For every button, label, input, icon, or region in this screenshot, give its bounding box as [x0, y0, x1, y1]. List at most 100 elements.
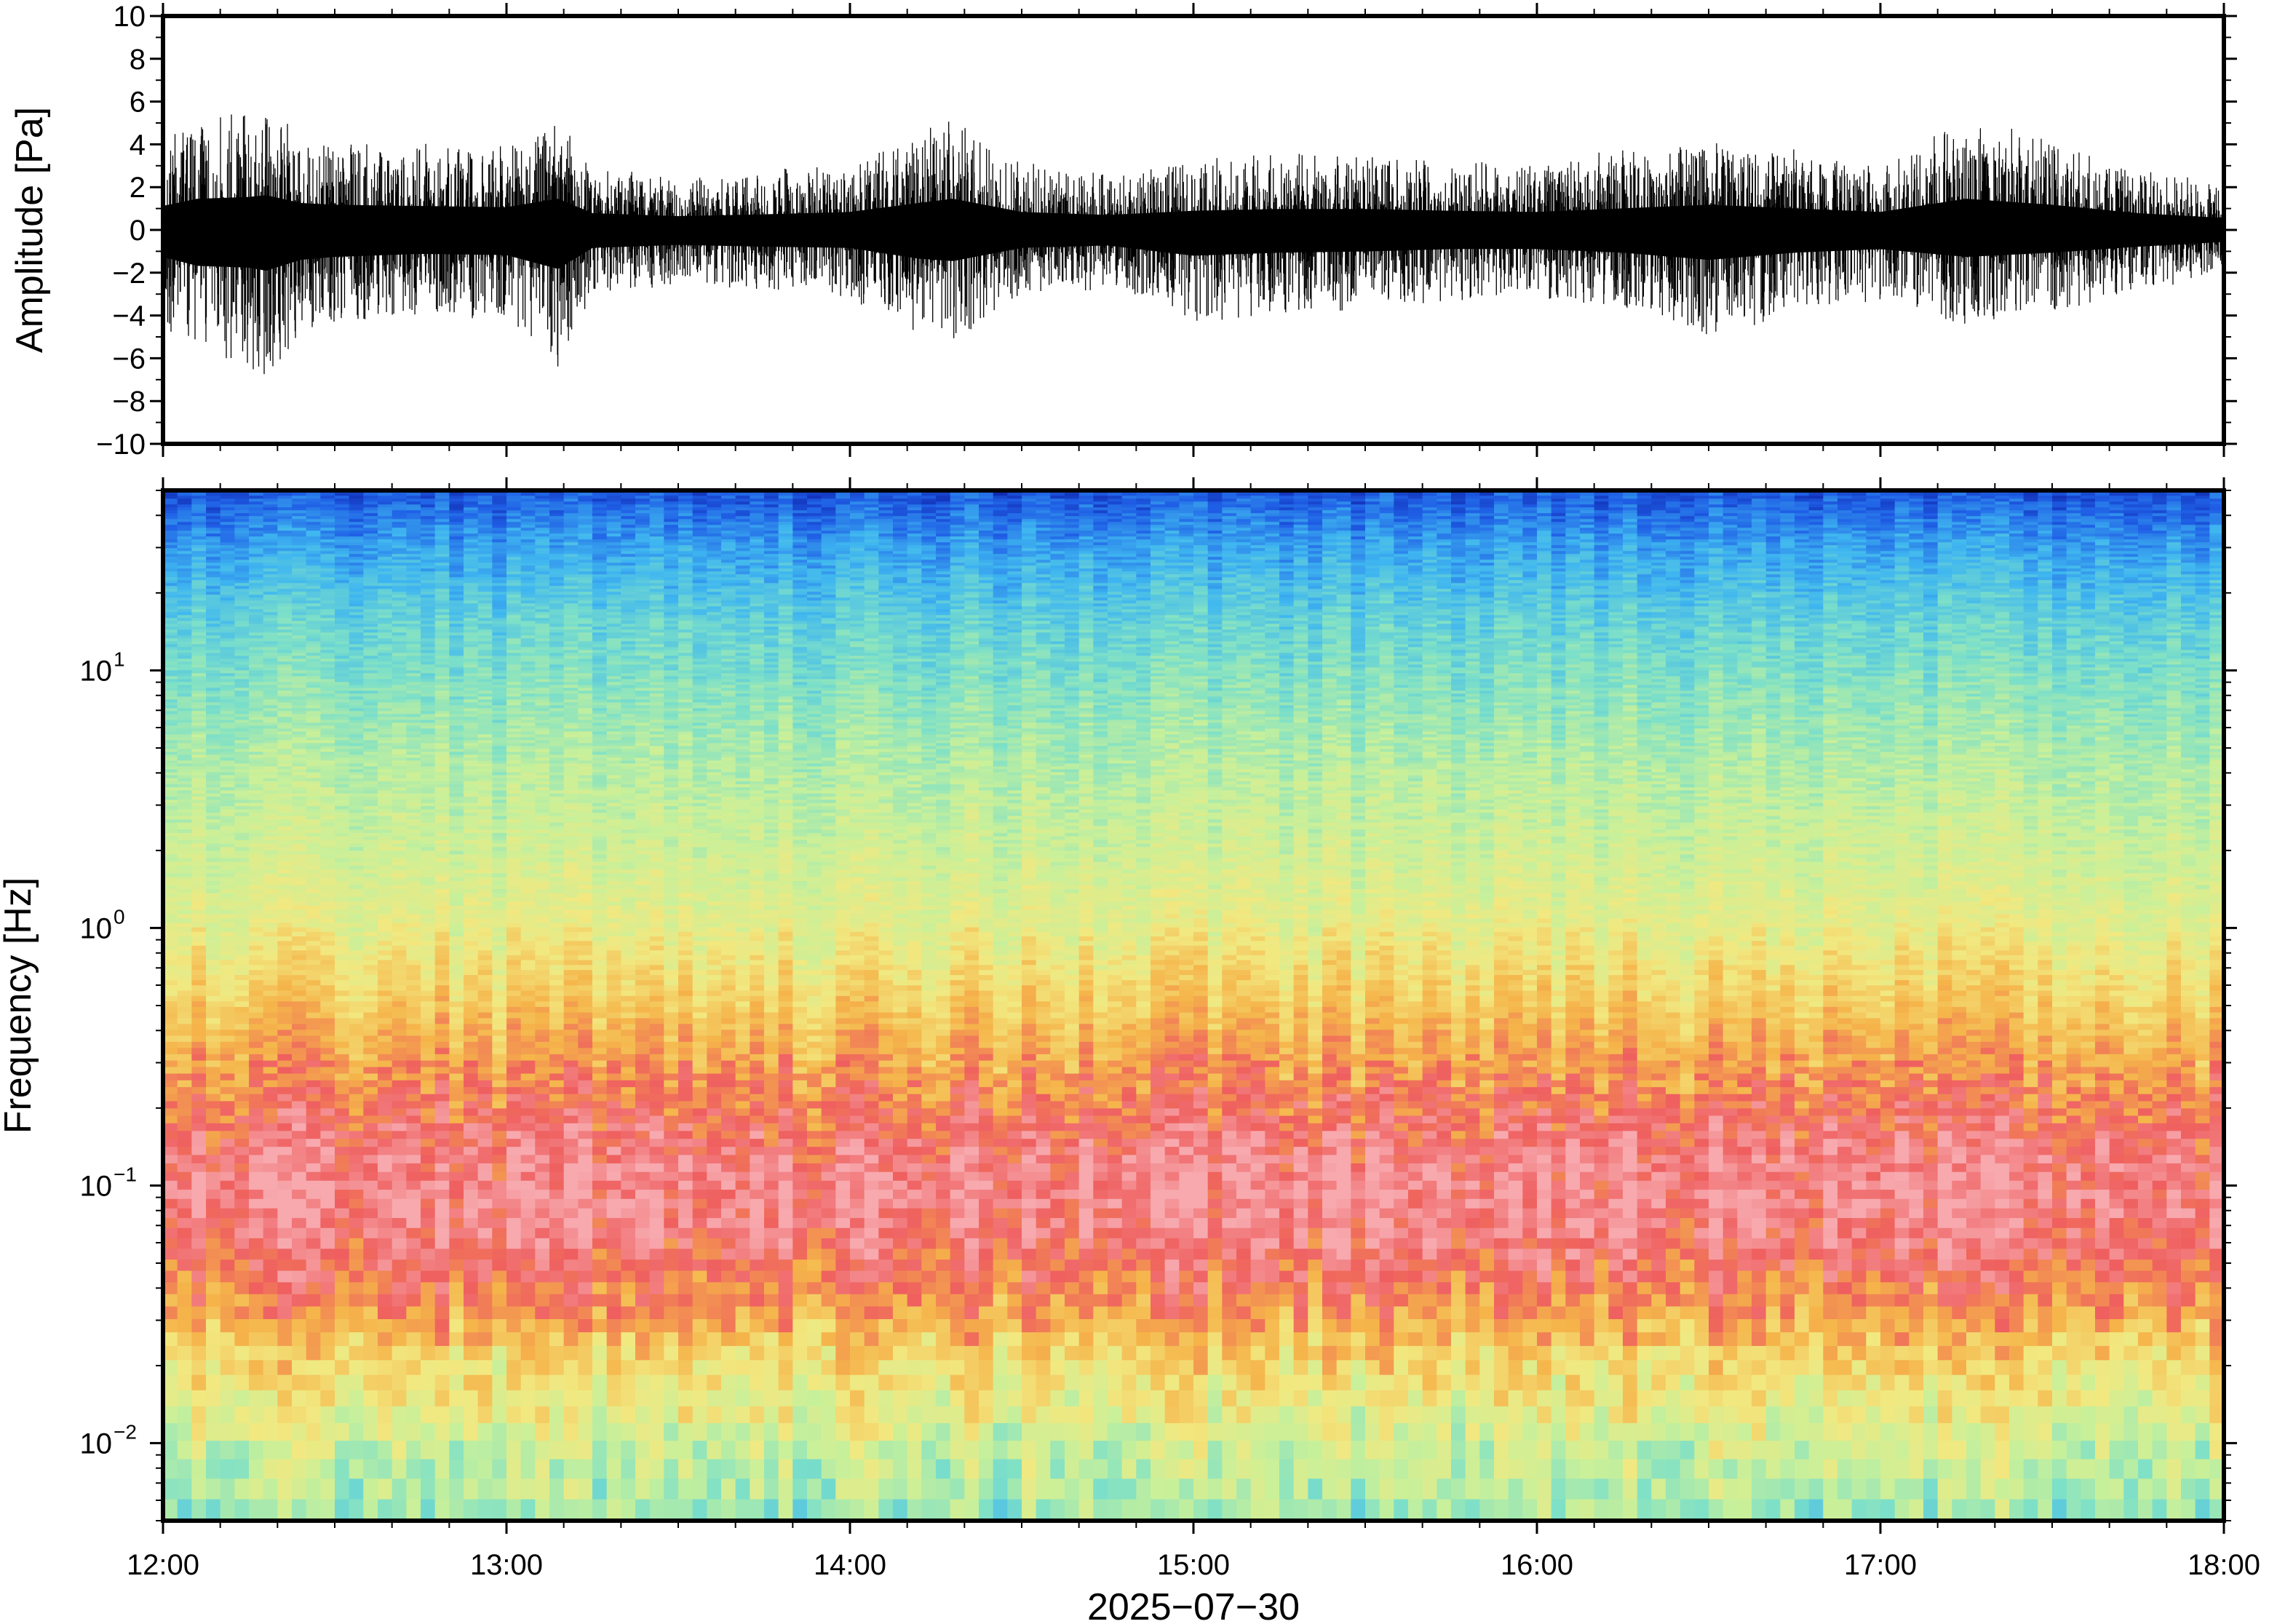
spectrogram-cell	[1294, 1306, 1308, 1319]
spectrogram-cell	[1165, 1499, 1180, 1521]
spectrogram-cell	[421, 1306, 435, 1319]
spectrogram-cell	[1594, 1227, 1609, 1238]
spectrogram-cell	[1737, 1238, 1752, 1249]
spectrogram-cell	[1580, 1318, 1594, 1332]
spectrogram-cell	[2123, 1345, 2138, 1360]
spectrogram-cell	[1380, 1282, 1394, 1294]
spectrogram-cell	[592, 1345, 607, 1360]
spectrogram-cell	[678, 1459, 693, 1478]
spectrogram-cell	[1136, 1374, 1151, 1390]
spectrogram-cell	[2038, 1282, 2052, 1294]
spectrogram-cell	[535, 1332, 549, 1346]
spectrogram-cell	[1694, 1345, 1709, 1360]
spectrogram-cell	[907, 1478, 922, 1500]
spectrogram-cell	[1365, 1422, 1380, 1441]
spectrogram-cell	[1766, 1318, 1781, 1332]
spectrogram-cell	[1866, 1360, 1880, 1375]
spectrogram-cell	[191, 1306, 206, 1319]
spectrogram-cell	[1151, 1345, 1165, 1360]
spectrogram-cell	[1952, 1217, 1966, 1227]
spectrogram-cell	[964, 1345, 979, 1360]
spectrogram-cell	[1694, 1294, 1709, 1306]
spectrogram-cell	[421, 1441, 435, 1460]
spectrogram-cell	[635, 1259, 650, 1271]
spectrogram-cell	[1608, 1374, 1623, 1390]
spectrogram-cell	[2153, 1459, 2167, 1478]
spectrogram-cell	[406, 1294, 421, 1306]
spectrogram-cell	[835, 1282, 850, 1294]
spectrogram-cell	[2153, 1499, 2167, 1521]
spectrogram-cell	[363, 1306, 378, 1319]
spectrogram-cell	[1938, 1332, 1952, 1346]
spectrogram-cell	[865, 1282, 879, 1294]
spectrogram-cell	[693, 1478, 707, 1500]
spectrogram-cell	[835, 1238, 850, 1249]
spectrogram-cell	[1594, 1238, 1609, 1249]
spectrogram-cell	[249, 1259, 263, 1271]
spectrogram-cell	[1423, 1345, 1437, 1360]
spectrogram-cell	[363, 1345, 378, 1360]
spectrogram-cell	[163, 1217, 178, 1227]
spectrogram-cell	[234, 1441, 249, 1460]
spectrogram-cell	[1208, 1259, 1223, 1271]
spectrogram-cell	[1752, 1499, 1766, 1521]
spectrogram-cell	[1265, 1406, 1279, 1423]
spectrogram-cell	[578, 1360, 592, 1375]
spectrogram-cell	[1752, 1306, 1766, 1319]
spectrogram-cell	[993, 1360, 1008, 1375]
spectrogram-cell	[693, 1249, 707, 1259]
spectrogram-cell	[2038, 1441, 2052, 1460]
spectrogram-cell	[1007, 1294, 1022, 1306]
spectrogram-cell	[1036, 1332, 1051, 1346]
spectrogram-cell	[1251, 1499, 1265, 1521]
spectrogram-cell	[950, 1422, 965, 1441]
spectrogram-cell	[1737, 1478, 1752, 1500]
spectrogram-cell	[277, 1360, 292, 1375]
spectrogram-cell	[478, 1208, 493, 1218]
spectrogram-cell	[2067, 1259, 2081, 1271]
spectrogram-cell	[1795, 1390, 1809, 1406]
spectrogram-cell	[1580, 1227, 1594, 1238]
spectrogram-cell	[1909, 1227, 1923, 1238]
spectrogram-cell	[178, 1217, 192, 1227]
spectrogram-cell	[1079, 1249, 1094, 1259]
spectrogram-cell	[1723, 1459, 1738, 1478]
spectrogram-cell	[1222, 1390, 1236, 1406]
spectrogram-cell	[421, 1478, 435, 1500]
spectrogram-cell	[1451, 1306, 1466, 1319]
spectrogram-cell	[1666, 1478, 1680, 1500]
spectrogram-cell	[421, 1390, 435, 1406]
spectrogram-cell	[564, 1390, 579, 1406]
spectrogram-cell	[1193, 1499, 1208, 1521]
spectrogram-cell	[1122, 1294, 1137, 1306]
spectrogram-cell	[1952, 1459, 1966, 1478]
spectrogram-cell	[979, 1306, 993, 1319]
spectrogram-cell	[2067, 1227, 2081, 1238]
spectrogram-cell	[435, 1360, 450, 1375]
spectrogram-cell	[1837, 1217, 1852, 1227]
spectrogram-cell	[1551, 1478, 1566, 1500]
spectrogram-cell	[1479, 1499, 1494, 1521]
spectrogram-cell	[1537, 1270, 1551, 1282]
spectrogram-cell	[1451, 1374, 1466, 1390]
spectrogram-cell	[893, 1282, 907, 1294]
spectrogram-cell	[650, 1306, 664, 1319]
spectrogram-cell	[1522, 1441, 1537, 1460]
spectrogram-cell	[277, 1390, 292, 1406]
spectrogram-cell	[1809, 1478, 1824, 1500]
spectrogram-cell	[535, 1374, 549, 1390]
spectrogram-cell	[865, 1238, 879, 1249]
spectrogram-cell	[993, 1306, 1008, 1319]
spectrogram-cell	[1866, 1259, 1880, 1271]
spectrogram-cell	[2166, 1259, 2181, 1271]
spectrogram-cell	[478, 1478, 493, 1500]
spectrogram-cell	[363, 1270, 378, 1282]
spectrogram-cell	[1608, 1294, 1623, 1306]
spectrogram-cell	[2138, 1249, 2153, 1259]
spectrogram-cell	[2196, 1360, 2210, 1375]
spectrogram-cell	[1952, 1499, 1966, 1521]
spectrogram-cell	[1079, 1318, 1094, 1332]
spectrogram-cell	[292, 1270, 306, 1282]
spectrogram-cell	[478, 1217, 493, 1227]
spectrogram-cell	[263, 1360, 278, 1375]
